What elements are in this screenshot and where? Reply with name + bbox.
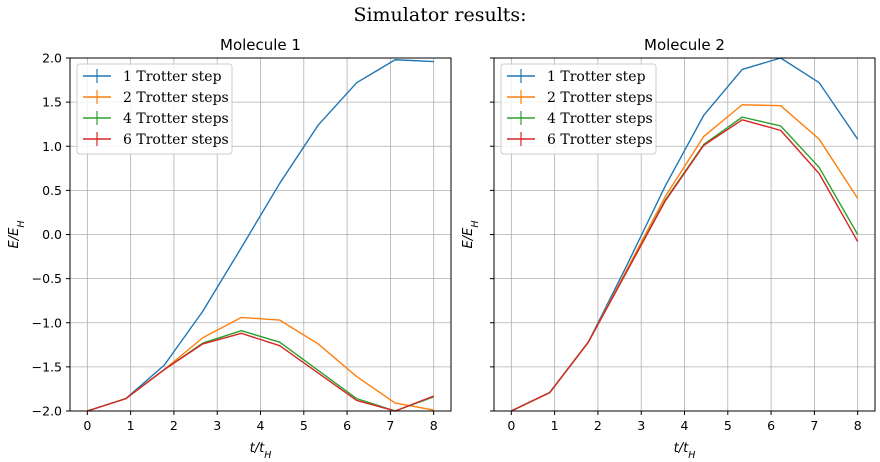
y-tick-label: −2.0 (32, 404, 62, 419)
legend-item: 6 Trotter steps (507, 132, 653, 148)
legend: 1 Trotter step 2 Trotter steps 4 Trotter s… (76, 63, 233, 155)
x-tick-label: 2 (170, 418, 178, 433)
legend-label: 4 Trotter steps (547, 111, 653, 127)
y-tick-label: −1.5 (32, 359, 62, 374)
x-tick-label: 6 (343, 418, 351, 433)
figure-suptitle: Simulator results: (353, 4, 526, 26)
x-tick-label: 1 (551, 418, 559, 433)
y-tick-label: −0.5 (32, 271, 62, 286)
y-tick-label: 1.5 (42, 95, 62, 110)
legend-box (500, 63, 657, 155)
x-tick-label: 0 (83, 418, 91, 433)
x-tick-label: 2 (594, 418, 602, 433)
x-tick-label: 5 (300, 418, 308, 433)
legend-item: 4 Trotter steps (83, 111, 229, 127)
x-tick-label: 6 (767, 418, 775, 433)
x-tick-label: 4 (681, 418, 689, 433)
series-group (511, 57, 859, 412)
x-tick-label: 3 (213, 418, 221, 433)
legend-label: 2 Trotter steps (123, 90, 229, 106)
x-tick-label: 7 (810, 418, 818, 433)
y-axis-label: E/EH (7, 221, 27, 249)
y-tick-label: 2.0 (42, 51, 62, 66)
legend-label: 1 Trotter step (547, 69, 646, 85)
legend-label: 4 Trotter steps (123, 111, 229, 127)
legend-item: 1 Trotter step (83, 69, 222, 85)
legend-label: 2 Trotter steps (547, 90, 653, 106)
x-axis-label: t/tH (250, 441, 272, 461)
axes-frame (493, 57, 876, 412)
molecule-1-plot: 0 1 2 3 4 5 6 7 8 2.0 1.5 1.0 0.5 0.0 −0.5 −1.0 −1.5 −2.0… (7, 36, 452, 461)
legend-label: 1 Trotter step (123, 69, 222, 85)
y-tick-label: 1.0 (42, 139, 62, 154)
series-line-1 (87, 59, 434, 412)
x-tick-label: 0 (507, 418, 515, 433)
legend: 1 Trotter step 2 Trotter steps 4 Trotter s… (500, 63, 657, 155)
legend-item: 1 Trotter step (507, 69, 646, 85)
x-tick-label: 1 (127, 418, 135, 433)
x-tick-label: 3 (637, 418, 645, 433)
molecule-2-plot: 0 1 2 3 4 5 6 7 8 Molecule 2 t/tH E/EH 1 Trotter ste… (461, 36, 876, 461)
y-tick-label: 0.5 (42, 183, 62, 198)
legend-label: 6 Trotter steps (123, 132, 229, 148)
y-tick-label: −1.0 (32, 315, 62, 330)
axes-frame (69, 57, 452, 412)
x-tick-label: 8 (430, 418, 438, 433)
y-axis-label: E/EH (461, 221, 481, 249)
axes-title: Molecule 2 (644, 36, 725, 54)
x-tick-label: 8 (854, 418, 862, 433)
x-tick-label: 4 (257, 418, 265, 433)
x-tick-label: 5 (724, 418, 732, 433)
axes-title: Molecule 1 (220, 36, 301, 54)
legend-item: 2 Trotter steps (83, 90, 229, 106)
legend-box (76, 63, 233, 155)
legend-item: 4 Trotter steps (507, 111, 653, 127)
series-line-4 (87, 332, 434, 412)
series-group (87, 59, 434, 412)
series-line-4 (511, 119, 859, 412)
legend-item: 6 Trotter steps (83, 132, 229, 148)
legend-item: 2 Trotter steps (507, 90, 653, 106)
legend-label: 6 Trotter steps (547, 132, 653, 148)
x-axis-label: t/tH (674, 441, 696, 461)
x-tick-label: 7 (386, 418, 394, 433)
y-tick-label: 0.0 (42, 227, 62, 242)
